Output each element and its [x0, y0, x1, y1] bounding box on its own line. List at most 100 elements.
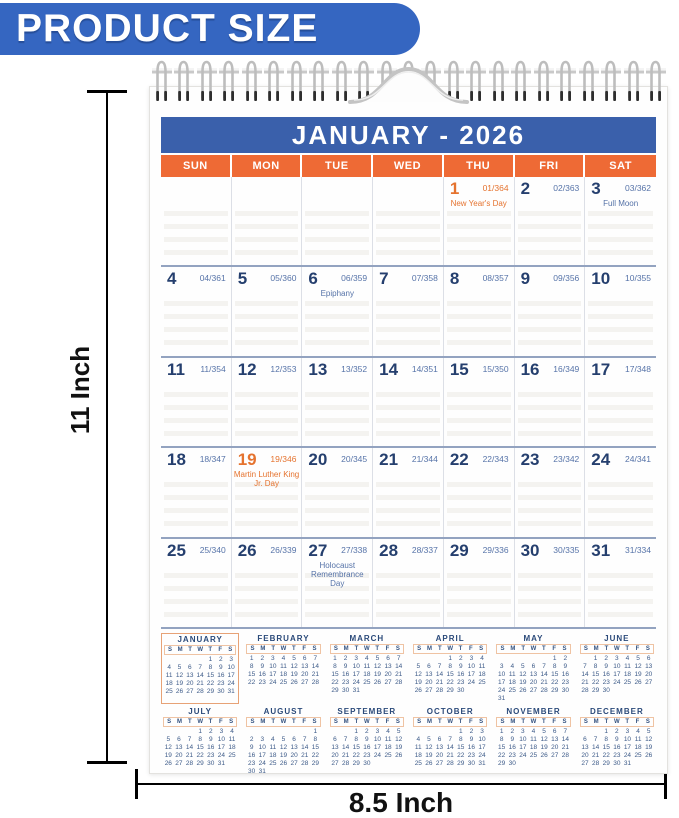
day-of-year: 08/357	[482, 273, 509, 284]
mini-day-number: 14	[561, 736, 569, 743]
mini-day-number: 28	[540, 687, 548, 694]
day-of-year: 26/339	[270, 544, 297, 555]
holiday-label: Epiphany	[320, 289, 354, 299]
mini-day-number: 5	[396, 728, 401, 735]
mini-day-number: 6	[427, 663, 431, 670]
mini-weekday-letter: T	[187, 719, 192, 725]
mini-day-number: 17	[467, 671, 475, 678]
mini-day-number: 11	[384, 736, 392, 743]
mini-day-number: 12	[519, 671, 527, 678]
mini-weekday-letter: T	[208, 719, 213, 725]
mini-day-number: 12	[395, 736, 403, 743]
mini-day-grid: 1 2 3 4 5 6 7 8 9 10 11 12 13 14 15 16 17 18 19 20 21 22 23 24 2…	[330, 728, 404, 768]
day-cell: 3 03/362 Full Moon	[585, 177, 656, 265]
day-cell: 30 30/335	[515, 538, 586, 627]
mini-day-number: 18	[529, 744, 538, 751]
day-cell: 2 02/363	[515, 177, 586, 266]
mini-weekday-letter: M	[260, 719, 266, 725]
mini-day-number: 9	[208, 736, 213, 743]
mini-day-number: 30	[248, 768, 256, 775]
mini-day-number: 28	[395, 679, 403, 686]
mini-day-number: 24	[519, 752, 527, 759]
mini-weekday-letter: S	[229, 719, 234, 725]
day-number: 25	[167, 540, 186, 560]
mini-month-title: FEBRUARY	[257, 634, 310, 643]
mini-day-number: 3	[229, 656, 233, 663]
mini-day-number: 13	[384, 663, 392, 670]
mini-day-number: 21	[301, 752, 309, 759]
mini-day-number: 10	[269, 663, 277, 670]
mini-day-number: 11	[228, 736, 236, 743]
mini-day-number: 3	[480, 728, 484, 735]
cell-ruling	[164, 572, 228, 622]
mini-day-number: 10	[519, 736, 527, 743]
mini-month-title: JUNE	[604, 634, 630, 643]
mini-day-number: 9	[615, 736, 619, 743]
mini-weekday-letter: S	[562, 719, 567, 725]
mini-weekday-letter: S	[417, 719, 422, 725]
weekday-label: MON	[232, 155, 303, 177]
mini-day-number: 27	[529, 687, 538, 694]
banner-label: PRODUCT SIZE	[16, 7, 319, 50]
mini-day-number: 28	[561, 752, 569, 759]
mini-day-number: 19	[290, 671, 298, 678]
mini-day-number: 30	[217, 688, 225, 695]
mini-day-number: 15	[446, 671, 454, 678]
mini-day-number: 4	[365, 655, 369, 662]
mini-day-number: 4	[531, 728, 536, 735]
day-number: 3	[591, 179, 601, 198]
mini-day-number: 5	[281, 736, 286, 743]
mini-weekday-letter: S	[167, 719, 172, 725]
mini-day-number: 11	[508, 671, 516, 678]
mini-day-number: 24	[269, 679, 277, 686]
mini-day-number: 18	[384, 744, 392, 751]
cell-ruling	[588, 482, 653, 532]
mini-day-number: 19	[425, 752, 433, 759]
mini-day-number: 30	[363, 760, 371, 767]
cell-ruling	[234, 391, 299, 442]
mini-day-number: 6	[302, 655, 307, 662]
mini-day-number: 11	[530, 736, 537, 743]
mini-day-blank	[434, 728, 445, 736]
mini-day-number: 22	[206, 680, 215, 687]
mini-day-number: 14	[540, 671, 548, 678]
product-size-banner: PRODUCT SIZE	[0, 3, 420, 55]
cell-ruling	[446, 482, 511, 532]
weekday-label: SUN	[161, 155, 232, 177]
day-number: 17	[591, 359, 611, 379]
mini-day-number: 19	[414, 679, 422, 686]
mini-day-number: 22	[352, 752, 360, 759]
mini-day-grid: 1 2 3 4 5 6 7 8 9 10 11 12 13 14 15 16 17 18 19 20 21 22 23 24 2…	[163, 728, 237, 768]
mini-day-number: 17	[498, 679, 506, 686]
mini-day-number: 2	[563, 655, 568, 662]
mini-day-number: 31	[623, 760, 632, 767]
mini-day-number: 23	[467, 752, 475, 759]
mini-day-number: 9	[510, 736, 515, 743]
day-of-year: 18/347	[199, 454, 226, 465]
mini-day-number: 12	[634, 663, 642, 670]
cell-ruling	[446, 572, 511, 622]
day-cell: 8 08/357	[444, 267, 515, 356]
mini-day-number: 12	[279, 744, 288, 751]
mini-weekday-letter: S	[333, 719, 338, 725]
mini-day-number: 8	[333, 663, 337, 670]
mini-day-number: 6	[333, 736, 337, 743]
mini-day-blank	[257, 728, 268, 736]
mini-day-number: 17	[613, 671, 621, 678]
mini-day-number: 20	[551, 744, 559, 751]
mini-day-number: 8	[499, 736, 504, 743]
day-of-year: 30/335	[553, 544, 580, 555]
mini-day-number: 27	[645, 679, 653, 686]
mini-weekday-letter: S	[312, 719, 317, 725]
mini-day-number: 2	[208, 728, 213, 735]
mini-weekday-letter: T	[625, 646, 629, 652]
mini-weekday-letter: T	[541, 646, 546, 652]
mini-day-number: 13	[301, 663, 309, 670]
day-of-year: 16/349	[553, 363, 580, 374]
mini-weekday-letter: S	[500, 646, 505, 652]
mini-month: NOVEMBER S M T W T F S 1 2 3 4 5 6 7 8 9 10 11 12 13 14 15 16 17…	[494, 706, 572, 777]
mini-weekday-letter: W	[447, 719, 453, 725]
mini-day-number: 5	[166, 736, 171, 743]
mini-weekday-letter: F	[552, 719, 556, 725]
